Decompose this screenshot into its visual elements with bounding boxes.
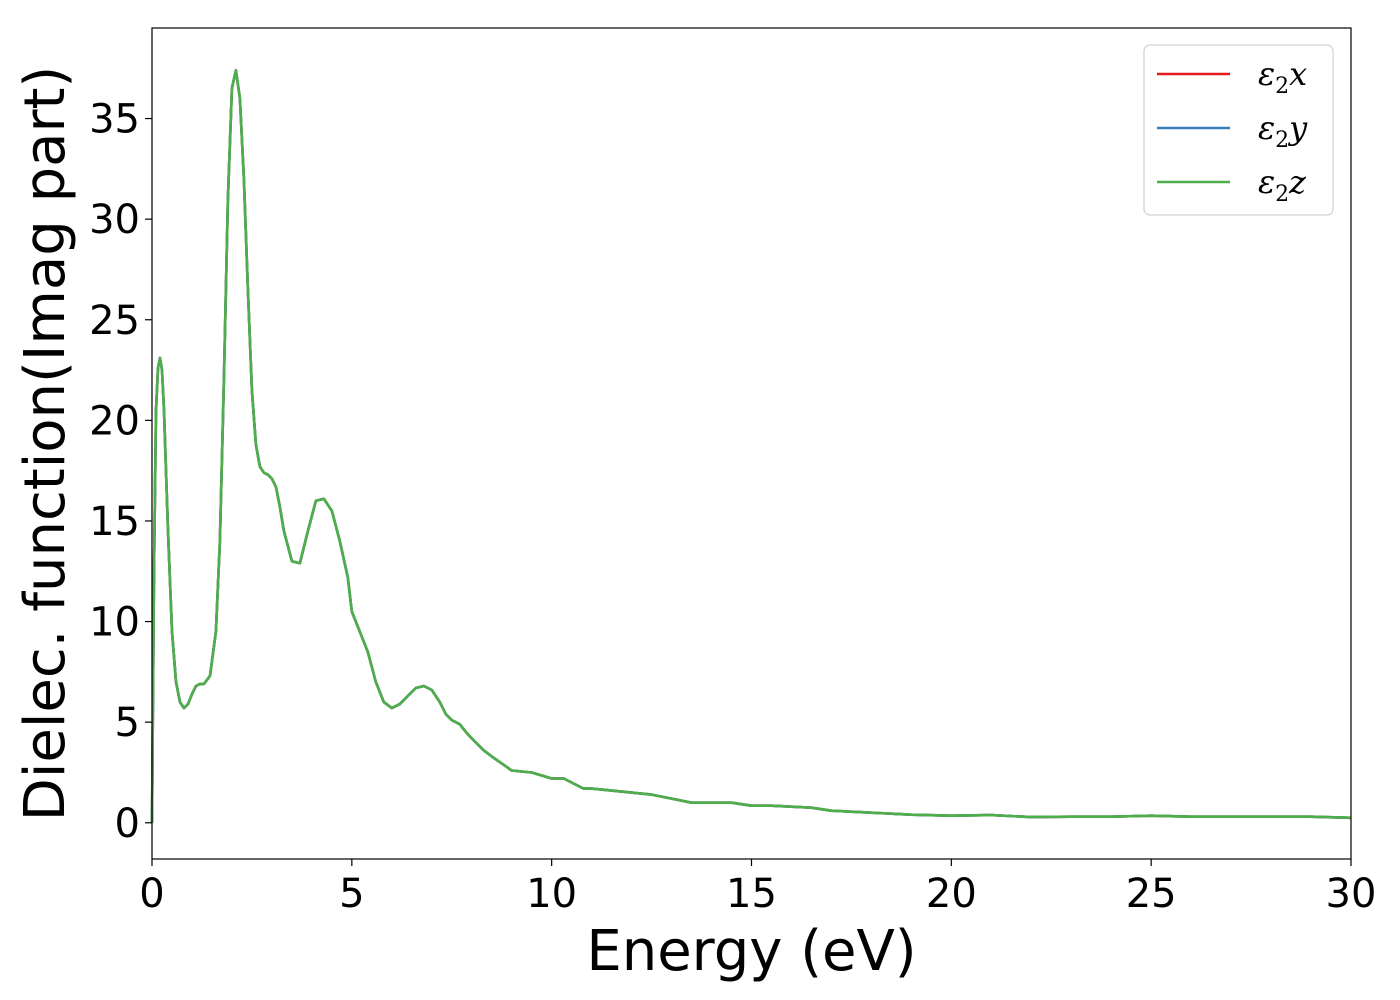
x-tick-label: 20 [926,871,977,917]
y-tick-label: 10 [89,600,140,646]
legend-box [1143,44,1334,216]
legend-label-z: ε2z [1258,163,1307,207]
y-axis-title: Dielec. function(Imag part) [13,66,78,822]
series-line-3 [150,69,1352,823]
y-axis-ticks: 0 5 10 15 20 25 30 35 [89,97,152,847]
x-tick-label: 30 [1326,871,1377,917]
x-tick-label: 15 [726,871,777,917]
y-tick-label: 5 [115,700,140,746]
legend: ε2x ε2y ε2z [1143,44,1334,216]
x-tick-label: 25 [1126,871,1177,917]
legend-label-x: ε2x [1258,55,1307,99]
x-axis-ticks: 0 5 10 15 20 25 30 [139,859,1376,917]
y-tick-label: 15 [89,499,140,545]
y-tick-label: 25 [89,298,140,344]
y-tick-label: 35 [89,97,140,143]
y-tick-label: 0 [115,801,140,847]
y-tick-label: 30 [89,197,140,243]
x-axis-title: Energy (eV) [586,919,916,984]
x-tick-label: 10 [526,871,577,917]
legend-label-y: ε2y [1258,109,1308,153]
x-tick-label: 5 [339,871,364,917]
series-layer [150,69,1352,823]
x-tick-label: 0 [139,871,164,917]
y-tick-label: 20 [89,398,140,444]
